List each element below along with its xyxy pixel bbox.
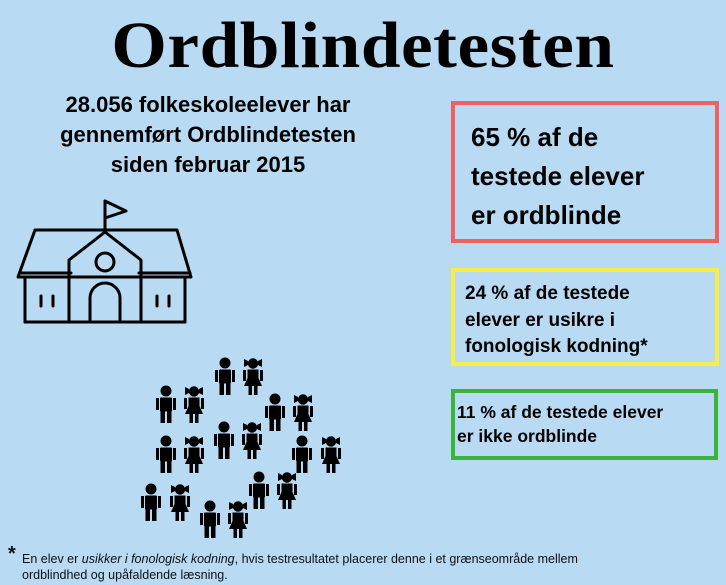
footnote-prefix: En elev er xyxy=(22,552,82,566)
intro-line: 28.056 folkeskoleelever har xyxy=(65,92,351,117)
stat-line: 11 % af de testede elever xyxy=(457,402,664,422)
footnote-line-2: ordblindhed og upåfaldende læsning. xyxy=(22,567,228,582)
footnote-emphasis: usikker i fonologisk kodning xyxy=(81,552,235,566)
footnote: En elev er usikker i fonologisk kodning,… xyxy=(22,552,722,583)
intro-line: siden februar 2015 xyxy=(110,152,306,177)
page-title: Ordblindetesten xyxy=(111,9,615,82)
footnote-suffix: , hvis testresultatet placerer denne i e… xyxy=(234,552,578,566)
stat-box-ordblinde: 65 % af de testede elever er ordblinde xyxy=(451,101,719,243)
stat-line: fonologisk kodning* xyxy=(465,336,648,357)
intro-line: gennemført Ordblindetesten xyxy=(60,122,356,147)
stat-line: 24 % af de testede xyxy=(465,283,630,304)
footnote-line-1: En elev er usikker i fonologisk kodning,… xyxy=(22,552,722,568)
stat-line: er ordblinde xyxy=(471,200,622,230)
footnote-asterisk: * xyxy=(8,543,16,565)
stat-line: 65 % af de xyxy=(471,122,599,152)
stat-line: elever er usikre i xyxy=(465,309,615,331)
stat-box-usikre: 24 % af de testede elever er usikre i fo… xyxy=(451,268,719,366)
stat-line: er ikke ordblinde xyxy=(457,426,598,446)
stat-line: testede elever xyxy=(471,161,645,191)
stat-box-ikke-ordblinde: 11 % af de testede elever er ikke ordbli… xyxy=(451,389,718,460)
intro-text: 28.056 folkeskoleelever har gennemført O… xyxy=(10,90,406,180)
